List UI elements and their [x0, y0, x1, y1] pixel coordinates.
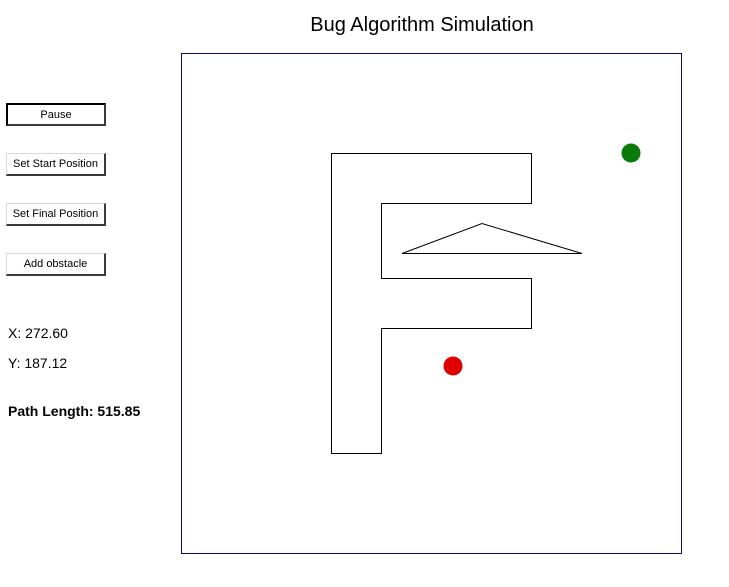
set-final-position-button[interactable]: Set Final Position — [6, 203, 106, 226]
page-title: Bug Algorithm Simulation — [0, 14, 729, 37]
start-point — [444, 357, 463, 376]
simulation-drawing — [182, 54, 681, 553]
triangle-obstacle — [402, 224, 582, 254]
set-start-position-button[interactable]: Set Start Position — [6, 153, 106, 176]
path-length-readout: Path Length: 515.85 — [8, 403, 140, 419]
pause-button[interactable]: Pause — [6, 103, 106, 126]
add-obstacle-button[interactable]: Add obstacle — [6, 253, 106, 276]
goal-point — [622, 144, 641, 163]
f-shaped-obstacle — [332, 154, 532, 454]
x-coordinate-readout: X: 272.60 — [8, 325, 68, 341]
y-coordinate-readout: Y: 187.12 — [8, 355, 67, 371]
simulation-canvas[interactable] — [181, 53, 682, 554]
